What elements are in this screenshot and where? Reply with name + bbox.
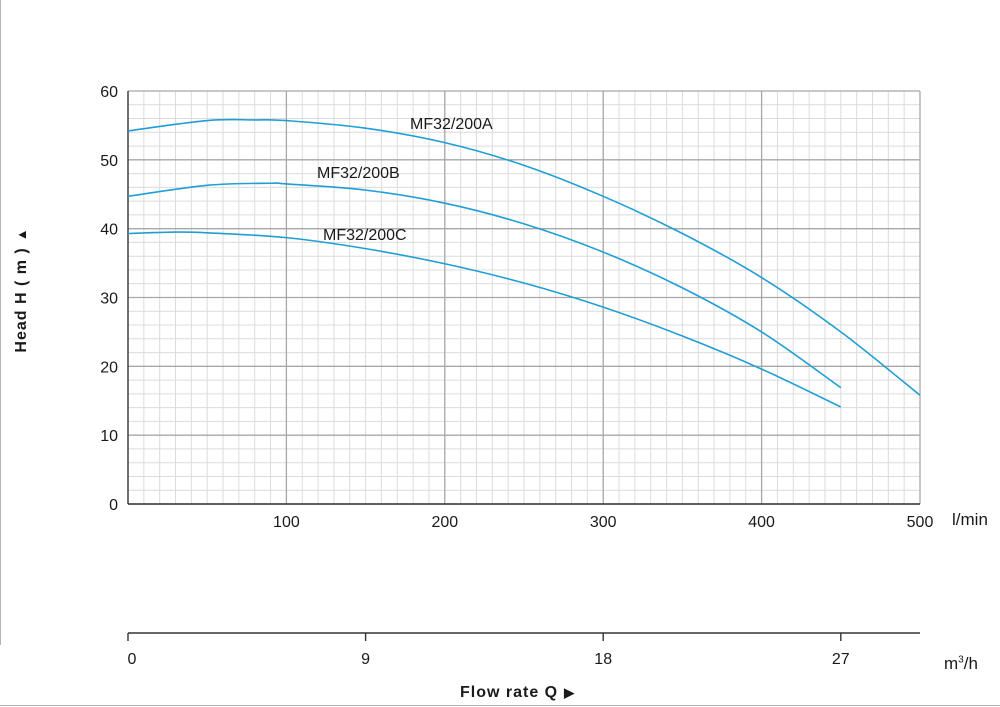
x2-tick-label: 18 xyxy=(594,651,612,668)
x-unit-label: l/min xyxy=(952,510,988,529)
series-labels: MF32/200A MF32/200B MF32/200C xyxy=(317,116,493,244)
series-label-mf32-200b: MF32/200B xyxy=(317,165,400,182)
frame-left-border xyxy=(0,0,1,645)
x-tick-label: 400 xyxy=(748,514,775,531)
x-axis-title: Flow rate Q ▶ xyxy=(460,684,575,702)
y-tick-label: 40 xyxy=(100,222,118,239)
right-arrow-icon: ▶ xyxy=(564,685,576,700)
x-tick-label: 100 xyxy=(273,514,300,531)
y-axis-title: Head H ( m ) ▲ xyxy=(13,227,31,352)
up-arrow-icon: ▲ xyxy=(14,227,29,242)
x2-unit-m: m xyxy=(944,654,959,673)
y-tick-label: 10 xyxy=(100,428,118,445)
series-label-mf32-200a: MF32/200A xyxy=(410,116,493,133)
frame-bottom-border xyxy=(0,705,1000,706)
tick-labels: 0 10 20 30 40 50 60 100 200 300 400 500 l/min xyxy=(100,84,988,531)
secondary-flow-axis: 0 9 18 27 xyxy=(127,632,920,668)
x-tick-label: 200 xyxy=(431,514,458,531)
series-label-mf32-200c: MF32/200C xyxy=(323,227,407,244)
x2-tick-label: 0 xyxy=(128,651,137,668)
x-tick-label: 500 xyxy=(907,514,934,531)
x-tick-label: 300 xyxy=(590,514,617,531)
y-tick-label: 0 xyxy=(109,497,118,514)
y-tick-label: 20 xyxy=(100,359,118,376)
x2-tick-label: 9 xyxy=(361,651,370,668)
y-axis-title-container: Head H ( m ) ▲ xyxy=(10,210,34,370)
x2-unit-sup: 3 xyxy=(958,654,964,666)
y-tick-label: 50 xyxy=(100,153,118,170)
x-axis-title-container: Flow rate Q ▶ xyxy=(460,684,575,702)
series-curves xyxy=(127,118,921,408)
x2-tick-label: 27 xyxy=(832,651,850,668)
x-axis-title-text: Flow rate Q xyxy=(460,684,559,701)
series-curve-mf32-200b xyxy=(127,182,842,389)
y-tick-label: 60 xyxy=(100,84,118,101)
x2-unit-suffix: /h xyxy=(963,654,978,673)
series-curve-mf32-200a xyxy=(127,118,921,396)
plot-axes xyxy=(127,91,920,505)
y-tick-label: 30 xyxy=(100,291,118,308)
series-curve-mf32-200c xyxy=(127,231,842,408)
x2-unit-label: m3/h xyxy=(944,654,978,674)
y-axis-title-text: Head H ( m ) xyxy=(13,247,30,353)
